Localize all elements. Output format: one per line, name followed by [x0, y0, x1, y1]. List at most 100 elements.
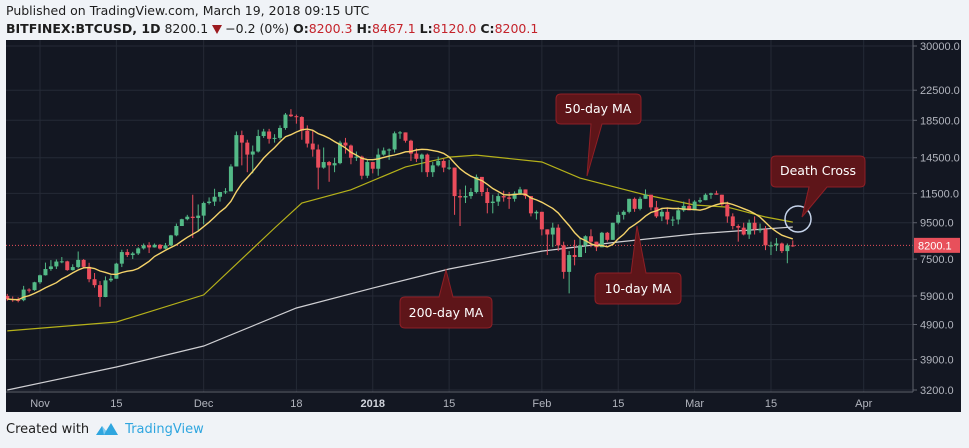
- candle: [736, 224, 741, 242]
- candle: [747, 219, 752, 239]
- candle: [561, 241, 566, 279]
- candle: [21, 285, 26, 302]
- y-tick-label: 11500.0: [920, 188, 959, 200]
- symbol-line: BITFINEX:BTCUSD, 1D 8200.1 −0.2 (0%) O:82…: [6, 21, 538, 36]
- candle: [719, 194, 724, 206]
- candle-body: [234, 135, 239, 167]
- candle-body: [245, 142, 250, 155]
- death-cross-circle: [784, 205, 812, 233]
- created-with-label: Created with: [6, 421, 90, 437]
- candle: [272, 134, 277, 143]
- candle-body: [758, 229, 763, 231]
- candle-body: [703, 194, 708, 201]
- candle-body: [452, 167, 457, 197]
- candle: [196, 204, 201, 232]
- candle: [38, 274, 42, 284]
- high-label: H:: [356, 21, 372, 36]
- candle: [98, 281, 103, 307]
- candle-body: [16, 299, 21, 301]
- candle: [152, 243, 157, 248]
- y-tick-label: 3200.0: [920, 385, 954, 397]
- candle: [441, 158, 446, 173]
- candle: [572, 239, 577, 266]
- candle: [550, 222, 555, 248]
- candle: [327, 160, 332, 182]
- candle-body: [119, 252, 124, 264]
- y-tick-label: 5900.0: [920, 291, 954, 303]
- candle: [201, 201, 206, 225]
- candle-body: [92, 279, 97, 286]
- candle-body: [354, 156, 359, 158]
- candle-body: [572, 255, 577, 258]
- candle-body: [419, 154, 424, 159]
- x-tick-label: 15: [110, 398, 122, 410]
- candle: [730, 213, 735, 230]
- annotation-label: 50-day MA: [565, 101, 632, 116]
- chart-background: [6, 40, 961, 412]
- candle-body: [338, 142, 343, 164]
- candle-body: [185, 216, 190, 220]
- candle-body: [752, 222, 757, 230]
- candle-body: [790, 245, 795, 247]
- candle-body: [670, 219, 675, 221]
- candle-body: [545, 229, 550, 235]
- candle: [294, 114, 299, 124]
- candle-body: [32, 282, 37, 291]
- x-tick-label: Dec: [194, 398, 214, 410]
- candle: [163, 242, 168, 250]
- candle: [567, 251, 572, 294]
- ma10-line: [7, 128, 794, 301]
- candle-body: [190, 216, 195, 218]
- x-tick-label: 18: [290, 398, 302, 410]
- y-axis: 30000.0 22500.0 18500.0 14500.0 11500.0 9500.…: [913, 41, 960, 397]
- candle: [228, 164, 233, 192]
- candle-body: [43, 269, 48, 276]
- candle-body: [698, 200, 703, 202]
- candle-body: [305, 130, 310, 144]
- candle: [65, 260, 70, 271]
- published-line: Published on TradingView.com, March 19, …: [6, 3, 370, 18]
- candle-body: [534, 211, 539, 214]
- candle: [54, 259, 59, 270]
- candle-body: [594, 241, 599, 248]
- candle-body: [490, 201, 495, 204]
- last-price-tag-label: 8200.1: [918, 240, 952, 252]
- tradingview-logo-icon[interactable]: [95, 421, 119, 437]
- candle: [768, 241, 773, 256]
- candle-body: [605, 232, 610, 240]
- candle-body: [714, 193, 719, 195]
- candle-body: [299, 117, 304, 131]
- candle-body: [436, 160, 441, 166]
- candle-body: [87, 266, 92, 280]
- candle-body: [681, 205, 686, 211]
- tradingview-link[interactable]: TradingView: [125, 421, 204, 437]
- candle: [283, 113, 288, 130]
- candle: [92, 273, 97, 288]
- candle: [414, 148, 419, 163]
- candle: [687, 198, 692, 211]
- candle: [108, 275, 113, 283]
- candle: [785, 243, 790, 264]
- candle: [332, 157, 337, 173]
- candle: [278, 125, 283, 140]
- candle-body: [501, 196, 506, 198]
- candle-body: [6, 295, 10, 300]
- candle-body: [747, 222, 752, 235]
- candle: [261, 128, 266, 138]
- open-value: 8200.3: [308, 21, 353, 36]
- candle-body: [76, 259, 81, 268]
- annotation-200-day-ma: 200-day MA: [399, 268, 493, 329]
- candle-body: [528, 196, 533, 214]
- candle-body: [474, 176, 479, 193]
- candle: [545, 229, 550, 256]
- candle: [158, 244, 163, 250]
- candle-body: [332, 163, 337, 166]
- candle-body: [212, 196, 217, 202]
- candle-body: [463, 196, 468, 198]
- candle-body: [643, 194, 648, 199]
- candle-body: [398, 132, 403, 134]
- candle-body: [174, 226, 179, 236]
- low-value: 8120.0: [432, 21, 477, 36]
- candle-body: [158, 244, 163, 249]
